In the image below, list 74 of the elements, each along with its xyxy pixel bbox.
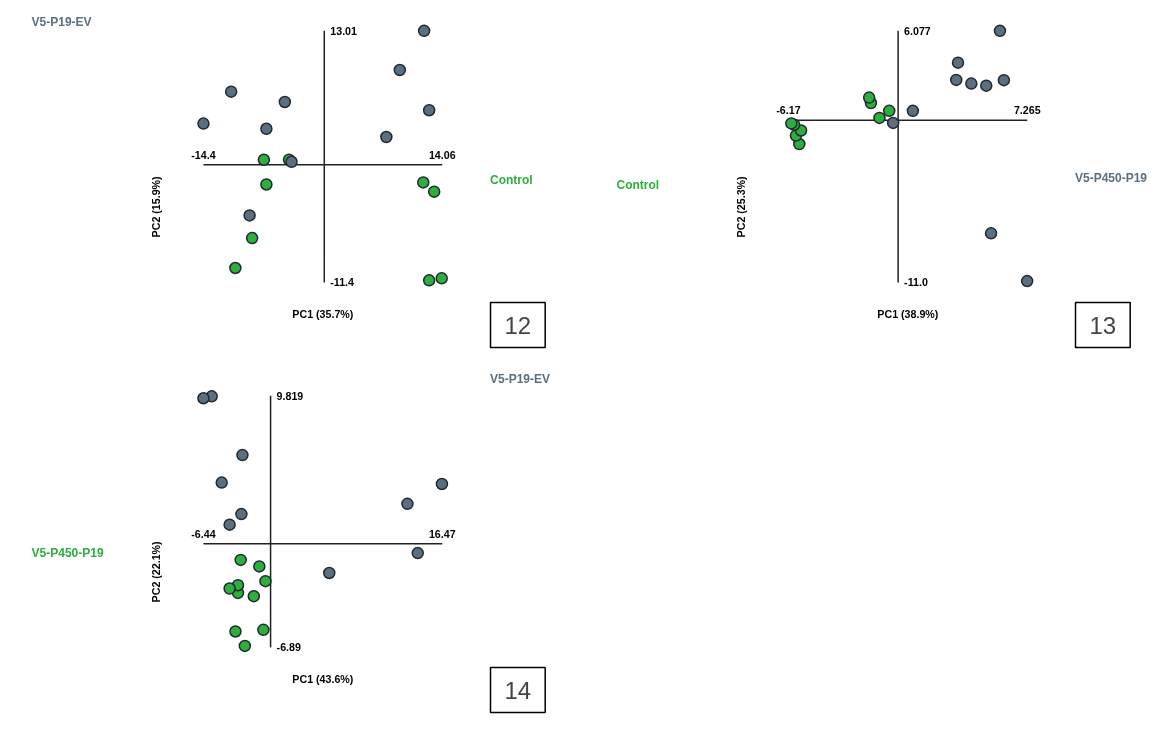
point (197, 392, 210, 405)
point (235, 507, 248, 521)
x-tick-label: -14.4 (191, 148, 216, 161)
point (873, 111, 886, 125)
text: V5-P19-EV (489, 372, 551, 387)
point (253, 560, 266, 573)
point (401, 497, 414, 511)
y-tick-label: 9.819 (276, 389, 304, 402)
text: 12 (504, 311, 532, 339)
text: Control (489, 173, 533, 188)
y-axis-title: PC2 (25.3%) (734, 175, 747, 238)
point (417, 24, 431, 38)
x-axis-title: PC1 (38.9%) (877, 307, 939, 320)
text: Control (616, 178, 660, 193)
x-tick-label: -6.17 (776, 104, 801, 117)
point (965, 77, 978, 90)
text: V5-P450-P19 (31, 545, 104, 560)
y-tick-label: -6.89 (276, 641, 301, 654)
point (886, 116, 900, 130)
point (197, 117, 210, 130)
point (234, 553, 247, 567)
text: 14 (504, 676, 532, 704)
point (224, 85, 238, 98)
text: V5-P450-P19 (1074, 170, 1148, 185)
point (257, 153, 271, 166)
x-axis-title: PC1 (43.6%) (292, 672, 354, 685)
point (323, 566, 336, 580)
point (422, 103, 436, 117)
point (238, 639, 252, 653)
point (417, 176, 430, 189)
text: V5-P19-EV (31, 14, 92, 29)
point (257, 623, 270, 637)
point (980, 79, 993, 92)
point (1020, 274, 1034, 288)
point (245, 231, 259, 245)
y-tick-label: 13.01 (330, 24, 358, 37)
point (993, 24, 1007, 38)
point (393, 63, 407, 77)
x-axis-title: PC1 (35.7%) (292, 307, 354, 320)
text: 13 (1089, 311, 1117, 339)
x-tick-label: 14.06 (428, 148, 456, 161)
point (278, 95, 292, 109)
point (949, 73, 963, 87)
y-tick-label: 6.077 (904, 24, 931, 37)
y-tick-label: -11.4 (330, 276, 355, 289)
point (422, 274, 436, 287)
point (229, 261, 242, 275)
y-tick-label: -11.0 (904, 276, 928, 289)
point (882, 104, 896, 118)
x-tick-label: 7.265 (1013, 104, 1041, 117)
point (906, 104, 920, 118)
point (435, 272, 448, 285)
point (997, 73, 1011, 87)
point (427, 185, 441, 198)
x-tick-label: -6.44 (191, 527, 216, 540)
point (223, 582, 236, 595)
point (260, 122, 273, 136)
point (223, 518, 236, 531)
point (411, 546, 424, 560)
x-tick-label: 16.47 (428, 527, 456, 540)
point (229, 625, 242, 638)
point (435, 477, 449, 491)
point (259, 574, 272, 588)
point (862, 91, 876, 104)
point (236, 448, 249, 462)
point (951, 56, 965, 69)
y-axis-title: PC2 (15.9%) (149, 175, 162, 238)
point (260, 178, 273, 191)
point (247, 589, 261, 603)
y-axis-title: PC2 (22.1%) (149, 540, 162, 603)
point (380, 130, 393, 144)
point (215, 476, 228, 489)
point (243, 209, 256, 222)
point (984, 227, 998, 240)
